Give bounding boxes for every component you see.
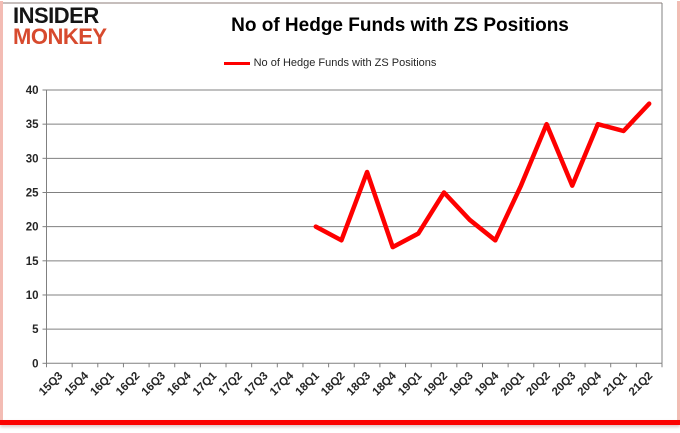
y-tick-label: 40 xyxy=(26,85,39,97)
x-tick-label: 17Q4 xyxy=(268,370,297,399)
y-tick-label: 10 xyxy=(26,290,39,302)
x-tick-label: 19Q4 xyxy=(473,370,502,399)
y-tick-label: 0 xyxy=(32,358,38,370)
logo-text-insider: INSIDER xyxy=(13,3,99,28)
x-tick-label: 16Q3 xyxy=(140,370,168,398)
x-tick-label: 21Q1 xyxy=(601,370,630,399)
legend-line-swatch xyxy=(223,61,250,65)
x-tick-label: 16Q4 xyxy=(165,370,194,399)
x-tick-label: 21Q2 xyxy=(627,370,655,398)
x-tick-label: 18Q1 xyxy=(294,370,323,399)
x-tick-label: 20Q1 xyxy=(499,370,528,399)
chart-legend: No of Hedge Funds with ZS Positions xyxy=(100,57,560,69)
y-tick-label: 15 xyxy=(26,256,39,268)
x-tick-label: 17Q1 xyxy=(191,370,220,399)
bottom-border-bar xyxy=(0,420,680,425)
x-tick-label: 18Q3 xyxy=(345,370,373,398)
x-tick-label: 16Q2 xyxy=(114,370,142,398)
x-tick-label: 20Q3 xyxy=(550,370,578,398)
y-tick-label: 20 xyxy=(26,222,39,234)
legend-label: No of Hedge Funds with ZS Positions xyxy=(253,57,437,69)
x-tick-label: 19Q3 xyxy=(447,370,475,398)
series-line xyxy=(313,101,652,250)
x-tick-label: 16Q1 xyxy=(88,370,117,399)
x-tick-label: 15Q3 xyxy=(37,370,65,398)
x-tick-label: 18Q2 xyxy=(319,370,347,398)
x-tick-label: 18Q4 xyxy=(370,370,399,399)
x-tick-label: 17Q2 xyxy=(217,370,245,398)
y-tick-label: 30 xyxy=(26,153,39,165)
x-tick-label: 20Q2 xyxy=(524,370,552,398)
x-tick-label: 19Q2 xyxy=(422,370,450,398)
insider-monkey-logo: INSIDER MONKEY xyxy=(13,3,107,49)
y-tick-label: 25 xyxy=(26,187,39,199)
left-border xyxy=(0,1,3,421)
logo-text-monkey: MONKEY xyxy=(13,23,107,49)
y-tick-label: 35 xyxy=(26,119,39,131)
chart-title: No of Hedge Funds with ZS Positions xyxy=(231,15,569,36)
x-tick-label: 15Q4 xyxy=(63,370,92,399)
right-border xyxy=(677,1,680,421)
x-tick-label: 17Q3 xyxy=(242,370,270,398)
y-tick-label: 5 xyxy=(32,324,39,336)
x-tick-label: 19Q1 xyxy=(396,370,425,399)
x-tick-label: 20Q4 xyxy=(576,370,605,399)
